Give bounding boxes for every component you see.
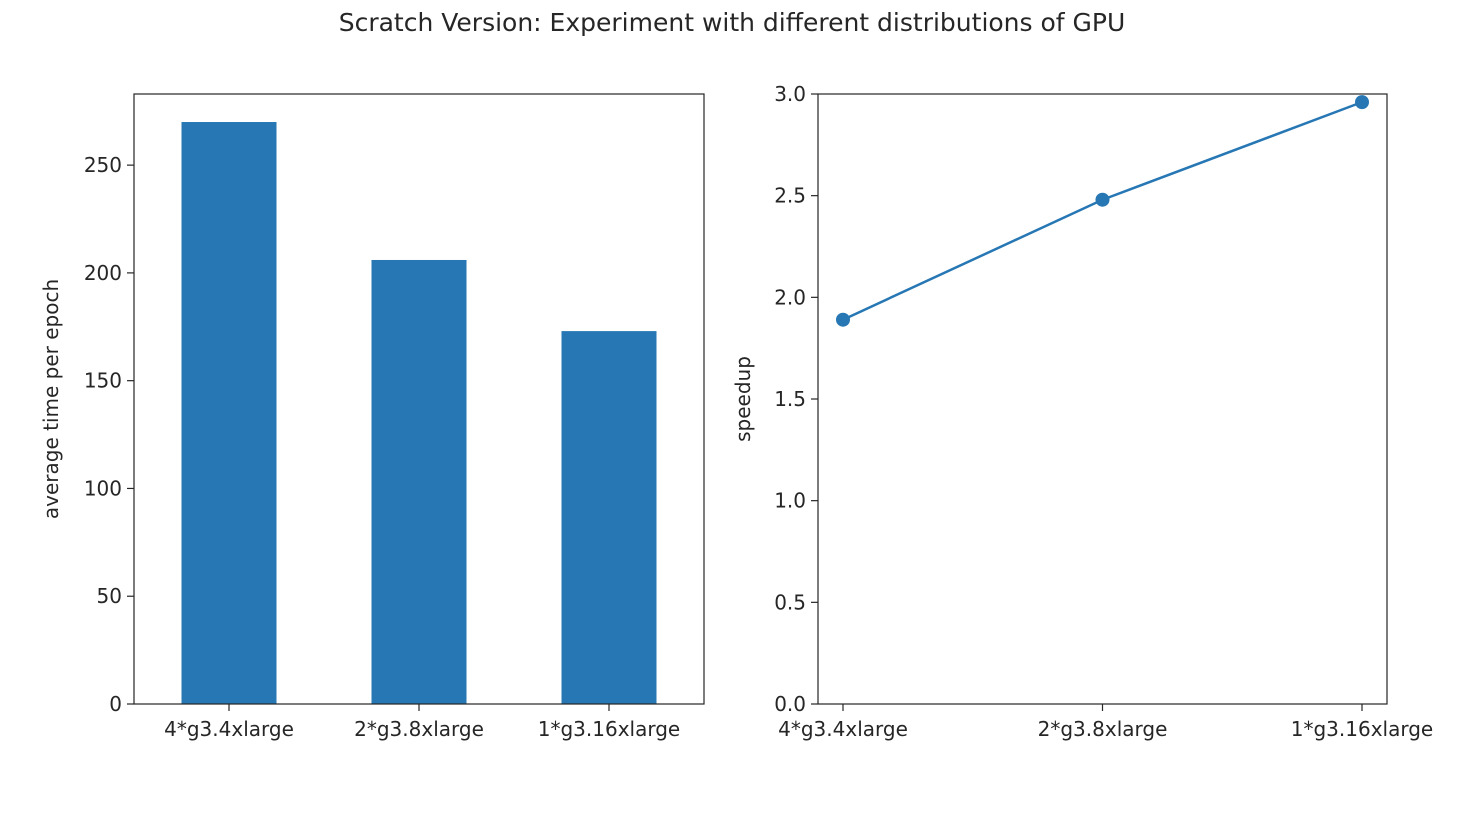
x-tick-label: 1*g3.16xlarge (1291, 717, 1433, 741)
data-point (836, 312, 850, 327)
x-tick-label: 2*g3.8xlarge (1038, 717, 1168, 741)
y-tick-label: 200 (84, 261, 122, 285)
y-tick-label: 100 (84, 476, 122, 500)
line-chart: 0.0 0.5 1.0 1.5 2.0 2.5 3.0 4*g3.4xlarge 2*g3.8x… (731, 82, 1433, 741)
x-tick-label: 4*g3.4xlarge (164, 717, 294, 741)
x-tick-label: 4*g3.4xlarge (778, 717, 908, 741)
y-tick-label: 150 (84, 369, 122, 393)
x-tick-label: 1*g3.16xlarge (538, 717, 680, 741)
y-tick-label: 1.5 (774, 387, 806, 411)
y-tick-label: 0.0 (774, 692, 806, 716)
bar (181, 122, 277, 705)
y-tick-label: 1.0 (774, 489, 806, 513)
y-tick-label: 3.0 (774, 82, 806, 106)
y-tick-label: 0.5 (774, 590, 806, 614)
speedup-line (842, 100, 1363, 321)
y-tick-label: 250 (84, 153, 122, 177)
bar (561, 331, 657, 704)
y-axis-label: average time per epoch (39, 279, 63, 519)
y-tick-label: 0 (109, 692, 122, 716)
data-point (1095, 192, 1110, 207)
line-chart-frame (817, 93, 1388, 705)
bar (371, 259, 467, 704)
x-tick-label: 2*g3.8xlarge (354, 717, 484, 741)
data-point (1355, 95, 1369, 110)
figure-title: Scratch Version: Experiment with differe… (338, 8, 1126, 37)
y-axis-label: speedup (731, 356, 755, 442)
y-tick-label: 2.5 (774, 184, 806, 208)
bar-chart: 0 50 100 150 200 250 4*g3.4xlarge 2*g3.8xlarge 1… (39, 93, 705, 741)
y-tick-label: 50 (97, 584, 122, 608)
y-tick-label: 2.0 (774, 285, 806, 309)
